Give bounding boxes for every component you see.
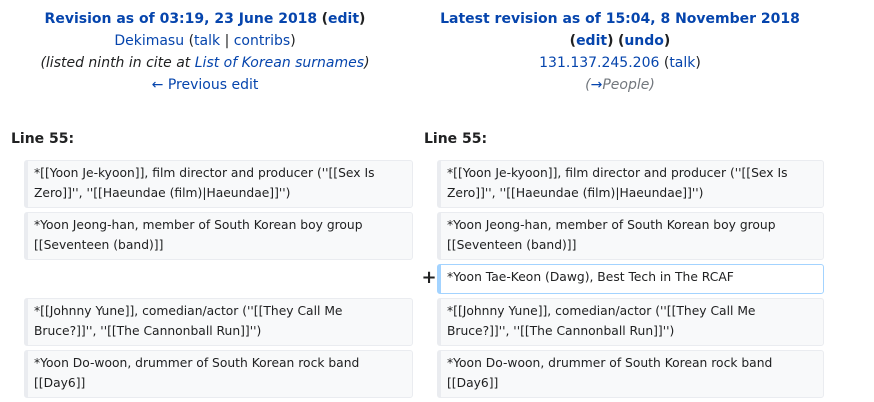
paren: ) [359,11,365,27]
old-user-link[interactable]: Dekimasu [114,33,184,49]
old-user-talk-link[interactable]: talk [194,33,220,49]
diff-context-right: *Yoon Do-woon, drummer of South Korean r… [437,350,824,398]
new-revision-link[interactable]: Latest revision as of 15:04, 8 November … [440,11,800,27]
paren: ) [649,77,654,93]
new-edit-summary: (→People) [414,74,826,96]
new-edit-link[interactable]: edit [576,33,607,49]
paren: ) [664,33,670,49]
new-user-talk-link[interactable]: talk [669,55,695,71]
paren: ) [290,33,295,49]
added-line-marker: + [421,268,437,288]
paren: ) [607,33,613,49]
summary-suffix: ) [364,55,369,71]
undo-link[interactable]: undo [624,33,664,49]
old-user-contribs-link[interactable]: contribs [234,33,290,49]
previous-edit-link[interactable]: ← Previous edit [152,77,259,93]
summary-prefix: (listed ninth in cite at [40,55,194,71]
diff-context-left: *[[Yoon Je-kyoon]], film director and pr… [24,160,413,208]
diff-context-right: *[[Johnny Yune]], comedian/actor (''[[Th… [437,298,824,346]
right-line-number: Line 55: [424,131,487,147]
diff-context-left: *Yoon Jeong-han, member of South Korean … [24,212,413,260]
section-arrow-link[interactable]: → [591,77,603,93]
old-edit-link[interactable]: edit [328,11,359,27]
new-user-ip-link[interactable]: 131.137.245.206 [539,55,659,71]
diff-context-right: *Yoon Jeong-han, member of South Korean … [437,212,824,260]
previous-edit-line: ← Previous edit [0,74,410,96]
old-revision-header: Revision as of 03:19, 23 June 2018 (edit… [0,8,410,96]
summary-article-link[interactable]: List of Korean surnames [195,55,364,71]
new-revision-header: Latest revision as of 15:04, 8 November … [414,8,826,96]
new-revision-title-line: Latest revision as of 15:04, 8 November … [414,8,826,30]
new-revision-actions-line: (edit) (undo) [414,30,826,52]
paren: ) [695,55,700,71]
diff-context-left: *[[Johnny Yune]], comedian/actor (''[[Th… [24,298,413,346]
section-name: People [602,77,649,93]
old-edit-summary: (listed ninth in cite at List of Korean … [0,52,410,74]
old-revision-title-line: Revision as of 03:19, 23 June 2018 (edit… [0,8,410,30]
separator: | [225,33,230,49]
diff-context-right: *[[Yoon Je-kyoon]], film director and pr… [437,160,824,208]
old-revision-user-line: Dekimasu (talk | contribs) [0,30,410,52]
diff-context-left: *Yoon Do-woon, drummer of South Korean r… [24,350,413,398]
left-line-number: Line 55: [11,131,74,147]
new-revision-user-line: 131.137.245.206 (talk) [414,52,826,74]
old-revision-link[interactable]: Revision as of 03:19, 23 June 2018 [45,11,318,27]
diff-added-line: *Yoon Tae-Keon (Dawg), Best Tech in The … [437,264,824,294]
